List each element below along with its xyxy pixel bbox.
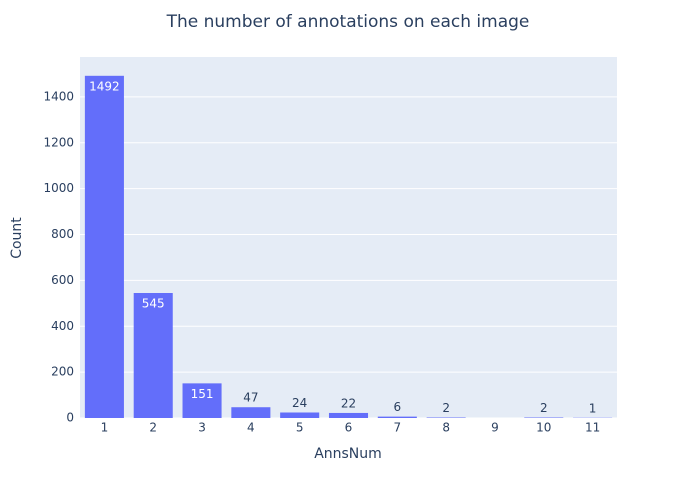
data-label: 545: [142, 297, 165, 311]
bar: [84, 75, 124, 419]
bar: [231, 407, 271, 418]
x-tick-label: 3: [198, 421, 206, 435]
x-tick-label: 11: [585, 421, 600, 435]
bar: [328, 412, 369, 418]
y-tick-label: 1400: [43, 89, 74, 103]
bar: [182, 383, 222, 418]
y-tick-label: 400: [51, 319, 74, 333]
y-tick-label: 600: [51, 273, 74, 287]
bar: [133, 293, 173, 418]
data-label: 47: [243, 391, 258, 405]
data-label: 6: [393, 400, 401, 414]
x-tick-label: 8: [442, 421, 450, 435]
y-tick-label: 1000: [43, 181, 74, 195]
x-tick-label: 6: [345, 421, 353, 435]
data-label: 151: [191, 387, 214, 401]
chart-title: The number of annotations on each image: [166, 12, 530, 32]
x-tick-label: 5: [296, 421, 304, 435]
data-label: 1: [589, 401, 597, 415]
bar: [377, 416, 417, 418]
y-tick-label: 0: [66, 411, 74, 425]
x-tick-label: 10: [536, 421, 551, 435]
x-tick-label: 7: [393, 421, 401, 435]
y-axis-title: Count: [9, 217, 25, 259]
data-label: 1492: [89, 79, 120, 93]
y-tick-label: 200: [51, 365, 74, 379]
bar: [280, 412, 320, 418]
data-label: 24: [292, 396, 307, 410]
data-label: 22: [341, 396, 356, 410]
x-tick-label: 2: [149, 421, 157, 435]
y-tick-label: 800: [51, 227, 74, 241]
data-label: 2: [442, 401, 450, 415]
data-label: 2: [540, 401, 548, 415]
x-tick-label: 4: [247, 421, 255, 435]
x-axis-title: AnnsNum: [314, 446, 382, 462]
x-tick-label: 9: [491, 421, 499, 435]
x-tick-label: 1: [101, 421, 109, 435]
y-tick-label: 1200: [43, 135, 74, 149]
